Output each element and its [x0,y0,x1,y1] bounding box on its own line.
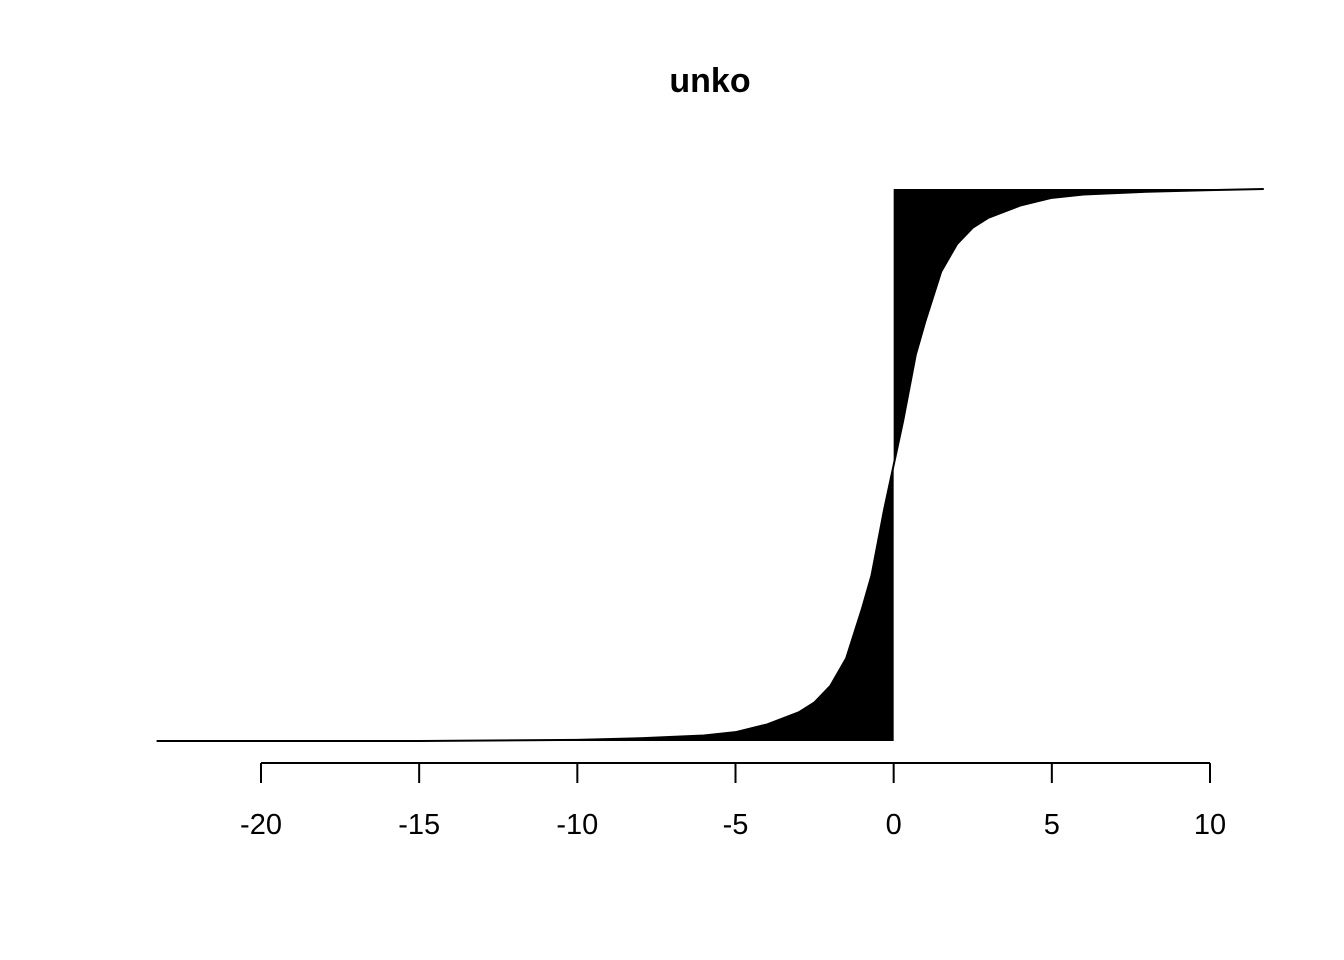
x-tick-label: 5 [1044,809,1060,841]
x-tick-label: -10 [556,809,598,841]
x-tick-label: -15 [398,809,440,841]
x-tick-label: -5 [723,809,749,841]
area-fill [156,189,1264,741]
x-tick-label: 0 [886,809,902,841]
x-axis: -20 -15 -10 -5 0 5 10 [240,762,1226,841]
series-line [156,188,1264,742]
x-tick-label: -20 [240,809,282,841]
x-tick-label: 10 [1194,809,1226,841]
chart-title: unko [669,62,750,100]
